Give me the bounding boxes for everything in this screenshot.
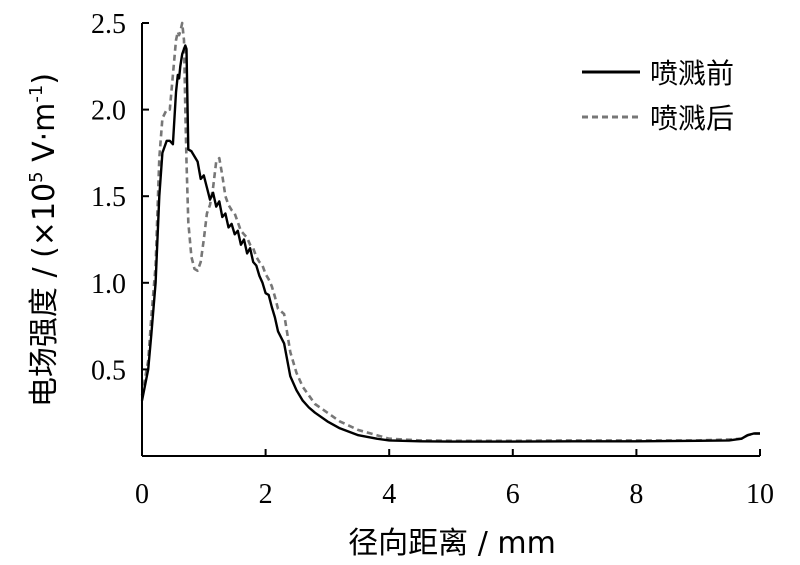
- y-tick-label: 0.5: [91, 355, 126, 386]
- x-tick-label: 2: [259, 479, 273, 510]
- x-tick-label: 0: [135, 479, 149, 510]
- y-tick-label: 2.0: [91, 96, 126, 127]
- axes: [141, 23, 760, 457]
- y-axis-title-prefix: 电场强度 / (×10: [27, 183, 62, 407]
- y-axis-title-exp: 5: [26, 171, 47, 182]
- x-tick-label: 10: [746, 479, 774, 510]
- y-tick-label: 1.0: [91, 269, 126, 300]
- x-tick-label: 8: [629, 479, 643, 510]
- x-axis-title: 径向距离 / mm: [348, 526, 556, 561]
- x-tick-label: 4: [382, 479, 396, 510]
- legend-label-series-0: 喷溅前: [650, 57, 734, 90]
- ticks: 0 2 4 6 8 10 0.5 1.0 1.5 2.0 2.5: [91, 9, 774, 510]
- y-tick-label: 2.5: [91, 9, 126, 40]
- series-line-0: [140, 44, 760, 443]
- y-tick-label: 1.5: [91, 182, 126, 213]
- legend: 喷溅前 喷溅后: [582, 57, 734, 135]
- y-axis-title-unit: V·m: [27, 103, 62, 172]
- series-line-1: [140, 21, 760, 443]
- series-lines: [140, 21, 760, 443]
- x-tick-label: 6: [506, 479, 520, 510]
- y-axis-title-unit-exp: -1: [26, 85, 47, 103]
- y-axis-title: 电场强度 / (×105 V·m-1): [26, 73, 62, 407]
- y-axis-title-suffix: ): [27, 73, 62, 85]
- legend-label-series-1: 喷溅后: [650, 102, 734, 135]
